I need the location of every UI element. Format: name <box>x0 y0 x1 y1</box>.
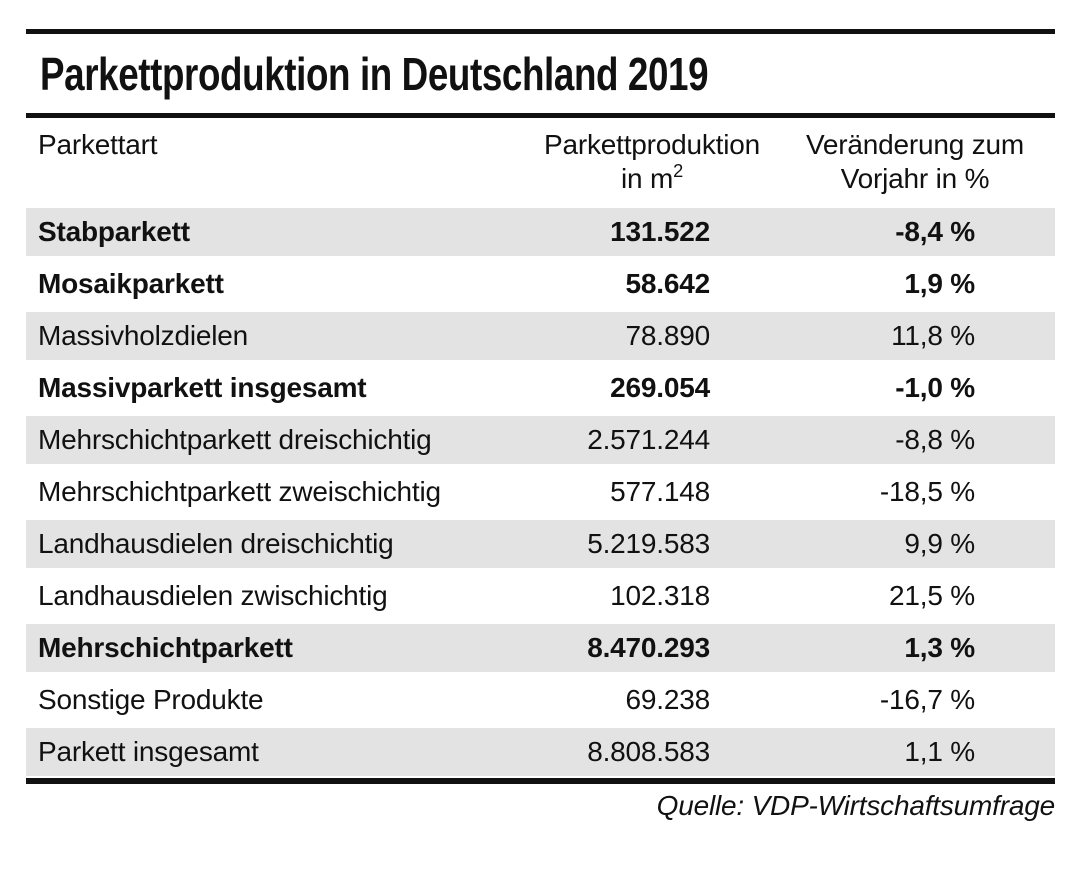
top-rule <box>26 29 1055 34</box>
table-row: Mosaikparkett 58.642 1,9 % <box>26 258 1055 310</box>
row-production-value: 69.238 <box>625 684 711 715</box>
column-header-production-line1: Parkettproduktion <box>543 129 761 160</box>
table-row: Massivparkett insgesamt 269.054 -1,0 % <box>26 362 1055 414</box>
superscript-2: 2 <box>673 160 684 181</box>
row-label: Mosaikparkett <box>38 268 224 299</box>
table-header: Parkettart Parkettproduktion in m2 Verän… <box>26 118 1055 206</box>
row-production-value: 2.571.244 <box>587 424 710 455</box>
column-header-production: Parkettproduktion in m2 <box>502 128 802 196</box>
row-production-value: 8.470.293 <box>587 632 710 663</box>
row-production-value: 58.642 <box>625 268 711 299</box>
row-label: Mehrschichtparkett dreischichtig <box>38 424 432 455</box>
table-row: Mehrschichtparkett zweischichtig 577.148… <box>26 466 1055 518</box>
row-change-value: 1,3 % <box>904 632 975 663</box>
row-label: Parkett insgesamt <box>38 736 259 767</box>
row-change-value: -8,4 % <box>895 216 975 247</box>
column-header-change-line2: Vorjahr in % <box>840 163 990 194</box>
row-label: Stabparkett <box>38 216 190 247</box>
source-caption: Quelle: VDP-Wirtschaftsumfrage <box>656 790 1056 821</box>
bottom-rule <box>26 778 1055 784</box>
title-area: Parkettproduktion in Deutschland 2019 <box>26 34 1055 113</box>
row-label: Mehrschichtparkett <box>38 632 293 663</box>
row-change-value: 1,1 % <box>904 736 975 767</box>
page-title: Parkettproduktion in Deutschland 2019 <box>40 47 709 100</box>
column-header-production-line2: in m2 <box>620 160 684 194</box>
row-production-value: 102.318 <box>610 580 710 611</box>
row-production-value: 8.808.583 <box>587 736 710 767</box>
row-production-value: 5.219.583 <box>587 528 710 559</box>
column-header-change-line1: Veränderung zum <box>805 129 1025 160</box>
row-change-value: 11,8 % <box>891 320 975 351</box>
row-change-value: 1,9 % <box>904 268 975 299</box>
row-production-value: 131.522 <box>610 216 710 247</box>
table-row: Sonstige Produkte 69.238 -16,7 % <box>26 674 1055 726</box>
row-production-value: 78.890 <box>625 320 711 351</box>
statistics-table: Parkettproduktion in Deutschland 2019 Pa… <box>26 29 1055 822</box>
table-row: Mehrschichtparkett dreischichtig 2.571.2… <box>26 414 1055 466</box>
row-change-value: -8,8 % <box>895 424 975 455</box>
header-rule <box>26 113 1055 118</box>
row-label: Landhausdielen dreischichtig <box>38 528 394 559</box>
row-change-value: -1,0 % <box>895 372 975 403</box>
row-change-value: -16,7 % <box>879 684 975 715</box>
row-label: Landhausdielen zwischichtig <box>38 580 388 611</box>
table-row: Massivholzdielen 78.890 11,8 % <box>26 310 1055 362</box>
table-body: Stabparkett 131.522 -8,4 % Mosaikparkett… <box>26 206 1055 778</box>
table-row: Stabparkett 131.522 -8,4 % <box>26 206 1055 258</box>
row-change-value: 21,5 % <box>889 580 975 611</box>
row-change-value: -18,5 % <box>879 476 975 507</box>
row-label: Massivholzdielen <box>38 320 249 351</box>
column-header-change: Veränderung zum Vorjahr in % <box>765 128 1065 196</box>
table-row: Landhausdielen zwischichtig 102.318 21,5… <box>26 570 1055 622</box>
row-change-value: 9,9 % <box>904 528 975 559</box>
row-label: Massivparkett insgesamt <box>38 372 367 403</box>
row-label: Sonstige Produkte <box>38 684 264 715</box>
table-row: Mehrschichtparkett 8.470.293 1,3 % <box>26 622 1055 674</box>
table-row: Landhausdielen dreischichtig 5.219.583 9… <box>26 518 1055 570</box>
row-production-value: 269.054 <box>610 372 710 403</box>
column-header-parkettart: Parkettart <box>38 129 158 160</box>
row-label: Mehrschichtparkett zweischichtig <box>38 476 441 507</box>
row-production-value: 577.148 <box>610 476 710 507</box>
table-row: Parkett insgesamt 8.808.583 1,1 % <box>26 726 1055 778</box>
